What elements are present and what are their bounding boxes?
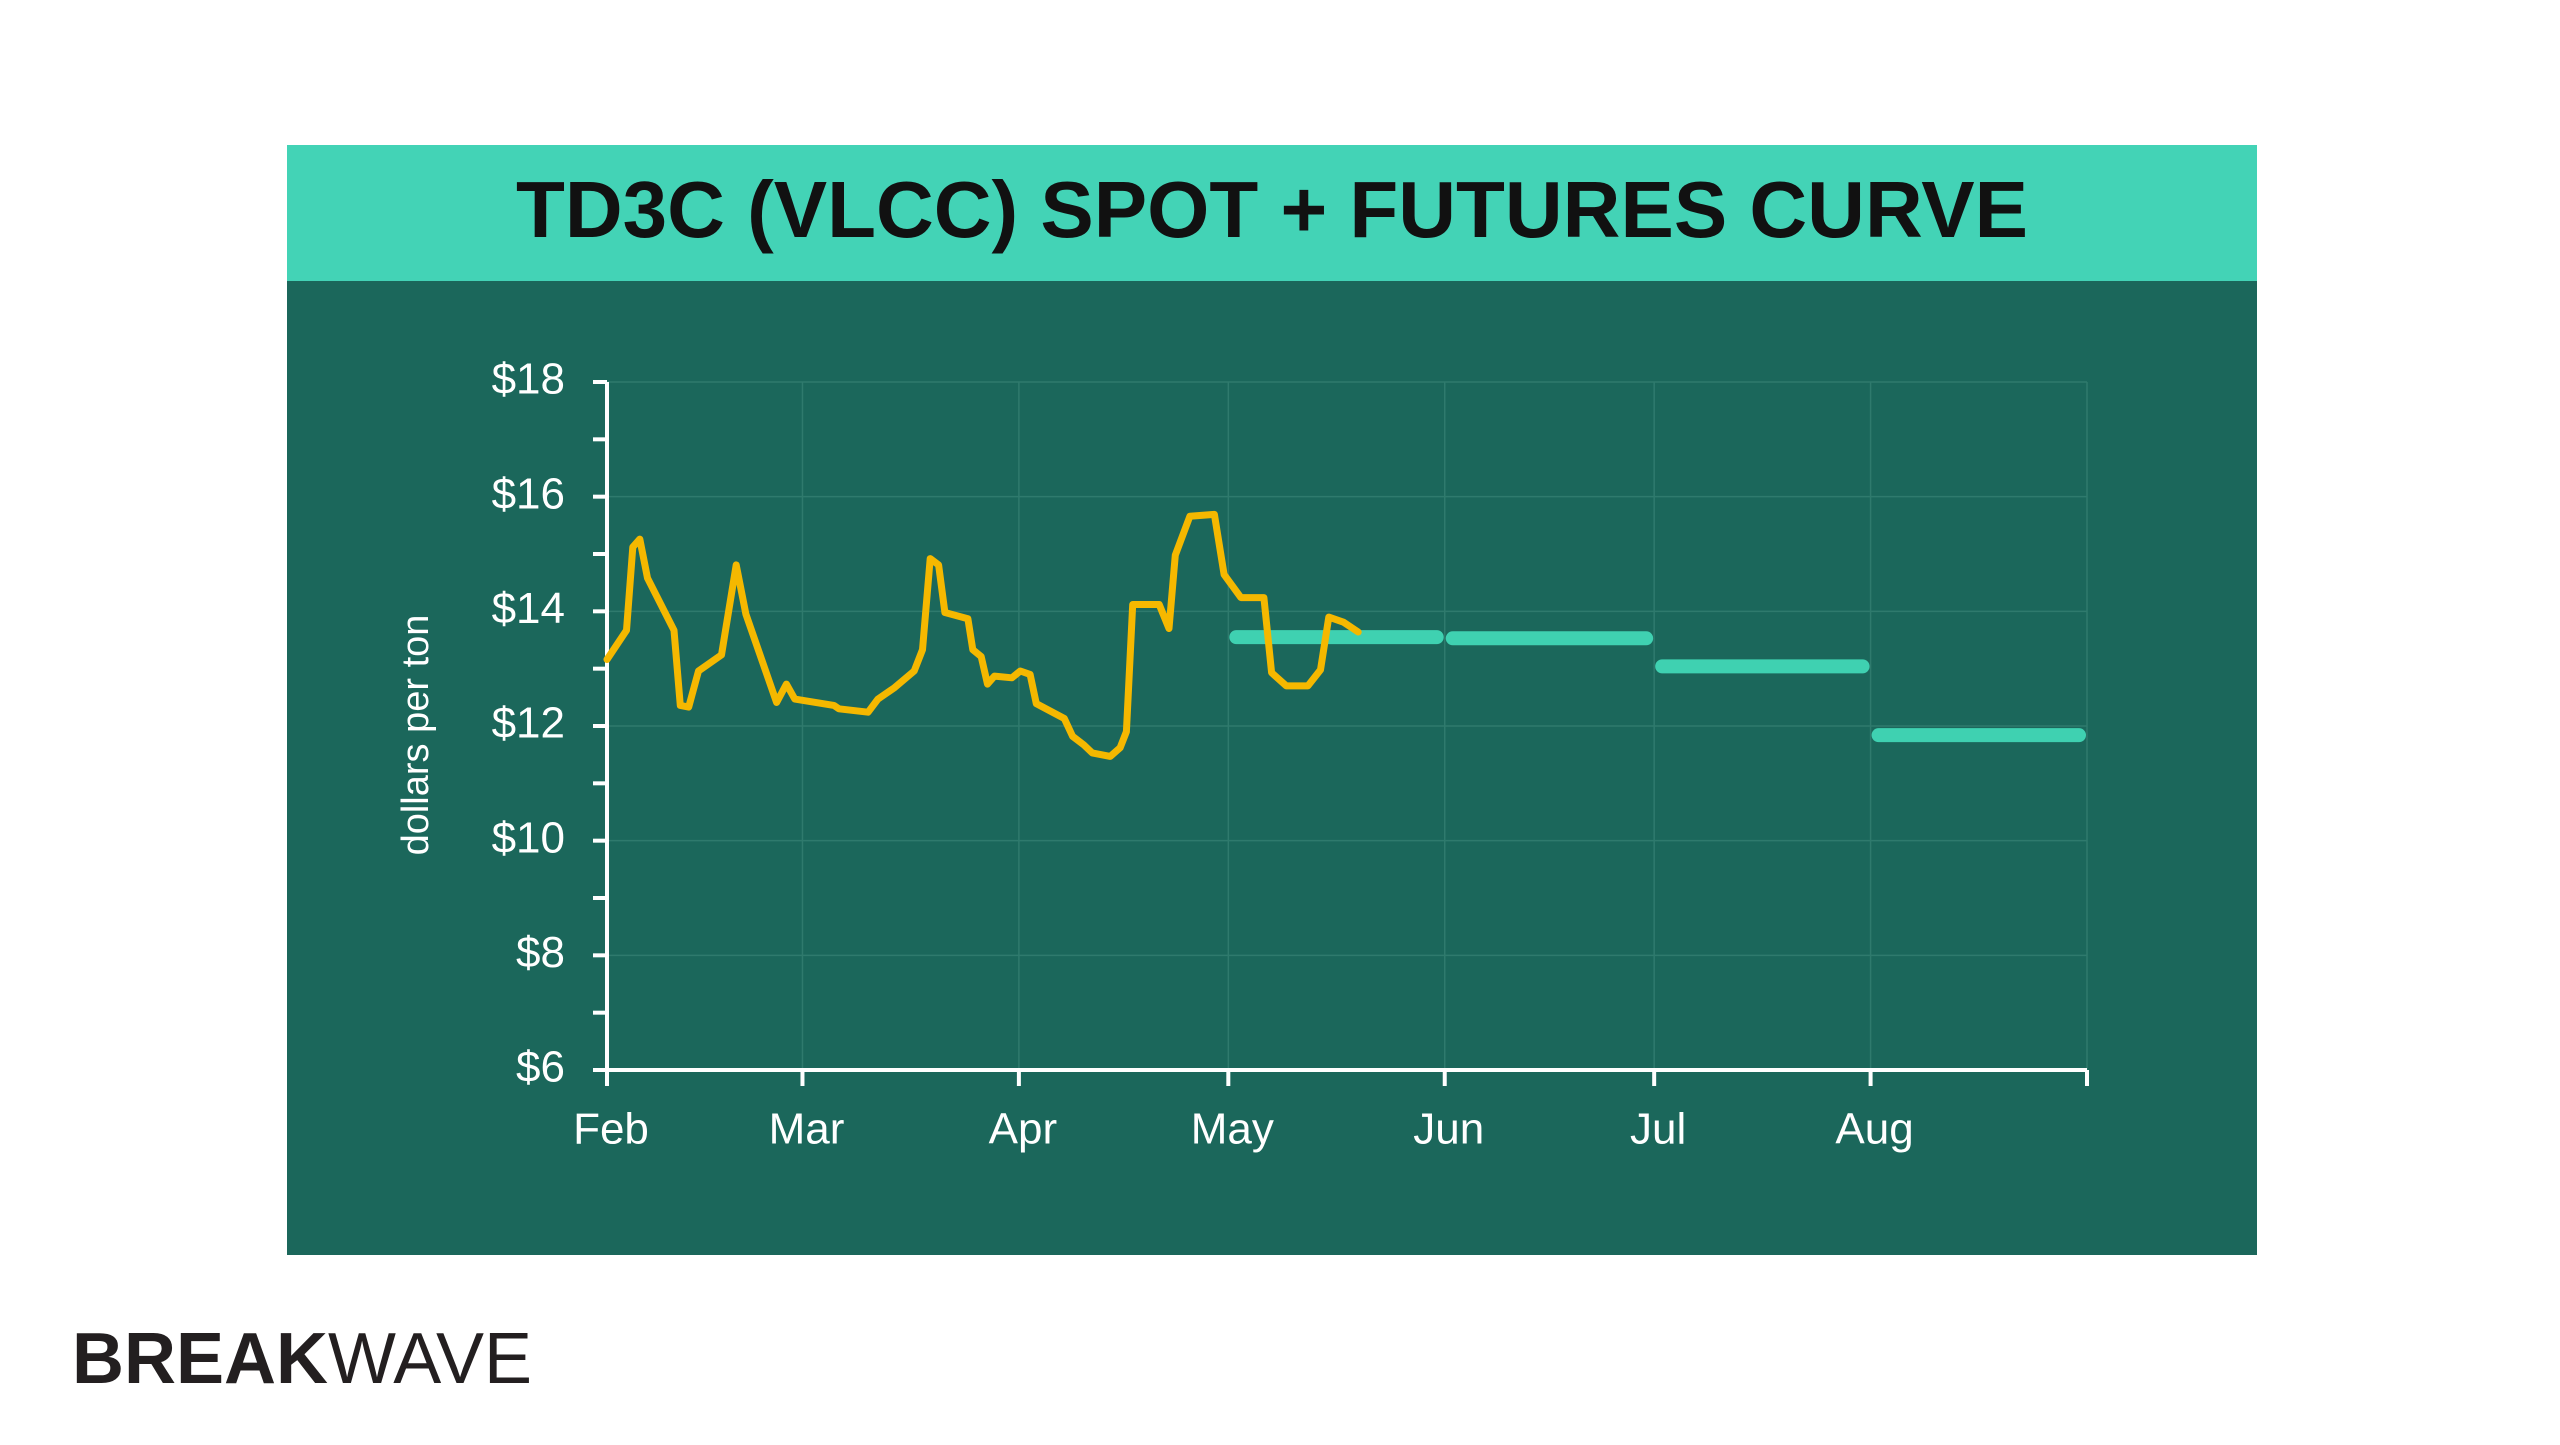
x-tick-label: Feb bbox=[573, 1105, 649, 1154]
chart-title: TD3C (VLCC) SPOT + FUTURES CURVE bbox=[516, 165, 2028, 254]
x-tick-label: Aug bbox=[1835, 1105, 1913, 1154]
spot-line bbox=[603, 510, 1362, 760]
chart-panel bbox=[287, 145, 2257, 1255]
y-tick-label: $16 bbox=[492, 469, 565, 518]
logo-bold: BREAK bbox=[72, 1319, 328, 1399]
y-axis-label: dollars per ton bbox=[395, 615, 437, 856]
y-tick-label: $6 bbox=[516, 1043, 565, 1092]
y-tick-label: $8 bbox=[516, 928, 565, 977]
y-tick-label: $18 bbox=[492, 355, 565, 404]
x-tick-label: Apr bbox=[989, 1105, 1057, 1154]
logo: BREAKWAVE bbox=[72, 1319, 532, 1399]
y-tick-label: $14 bbox=[492, 584, 565, 633]
x-tick-label: Mar bbox=[769, 1105, 845, 1154]
x-tick-label: Jul bbox=[1630, 1105, 1686, 1154]
title-bar bbox=[287, 145, 2257, 281]
x-tick-label: Jun bbox=[1413, 1105, 1484, 1154]
x-tick-label: May bbox=[1191, 1105, 1274, 1154]
y-tick-label: $10 bbox=[492, 813, 565, 862]
y-tick-label: $12 bbox=[492, 699, 565, 748]
logo-light: WAVE bbox=[328, 1319, 532, 1399]
